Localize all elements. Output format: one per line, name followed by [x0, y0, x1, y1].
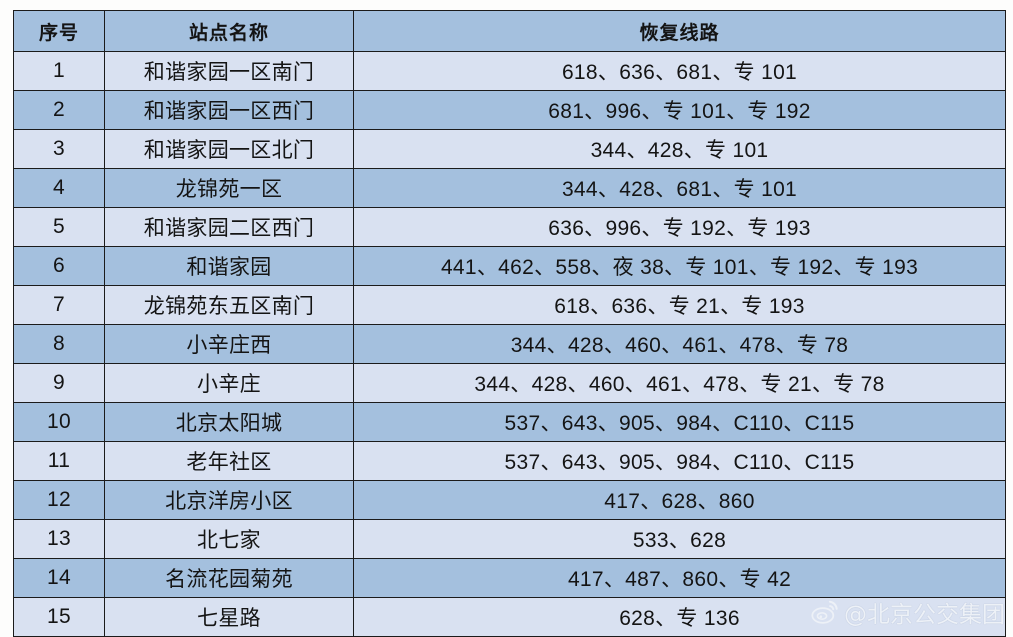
table-row: 3 和谐家园一区北门 344、428、专 101 [13, 129, 1006, 169]
cell-index: 2 [13, 90, 105, 130]
cell-restored-routes: 417、487、860、专 42 [353, 558, 1006, 598]
cell-station-name: 龙锦苑东五区南门 [104, 285, 354, 325]
cell-station-name: 和谐家园一区南门 [104, 51, 354, 91]
cell-index: 14 [13, 558, 105, 598]
cell-station-name: 北京洋房小区 [104, 480, 354, 520]
table-header: 序号 站点名称 恢复线路 [13, 10, 1006, 52]
table-row: 8 小辛庄西 344、428、460、461、478、专 78 [13, 324, 1006, 364]
cell-restored-routes: 344、428、专 101 [353, 129, 1006, 169]
table-row: 6 和谐家园 441、462、558、夜 38、专 101、专 192、专 193 [13, 246, 1006, 286]
cell-station-name: 北京太阳城 [104, 402, 354, 442]
cell-index: 10 [13, 402, 105, 442]
cell-restored-routes: 344、428、460、461、478、专 21、专 78 [353, 363, 1006, 403]
cell-restored-routes: 417、628、860 [353, 480, 1006, 520]
column-header-restored-routes: 恢复线路 [353, 10, 1006, 52]
cell-index: 5 [13, 207, 105, 247]
cell-station-name: 和谐家园一区西门 [104, 90, 354, 130]
bus-stop-restoration-table: 序号 站点名称 恢复线路 1 和谐家园一区南门 618、636、681、专 101 2… [13, 10, 1006, 637]
table-row: 1 和谐家园一区南门 618、636、681、专 101 [13, 51, 1006, 91]
cell-station-name: 老年社区 [104, 441, 354, 481]
cell-restored-routes: 636、996、专 192、专 193 [353, 207, 1006, 247]
cell-restored-routes: 681、996、专 101、专 192 [353, 90, 1006, 130]
table-row: 15 七星路 628、专 136 [13, 597, 1006, 637]
cell-restored-routes: 344、428、681、专 101 [353, 168, 1006, 208]
cell-station-name: 小辛庄 [104, 363, 354, 403]
cell-index: 11 [13, 441, 105, 481]
cell-index: 3 [13, 129, 105, 169]
table-row: 10 北京太阳城 537、643、905、984、C110、C115 [13, 402, 1006, 442]
table-row: 11 老年社区 537、643、905、984、C110、C115 [13, 441, 1006, 481]
column-header-index: 序号 [13, 10, 105, 52]
table-row: 7 龙锦苑东五区南门 618、636、专 21、专 193 [13, 285, 1006, 325]
table-row: 2 和谐家园一区西门 681、996、专 101、专 192 [13, 90, 1006, 130]
table-row: 5 和谐家园二区西门 636、996、专 192、专 193 [13, 207, 1006, 247]
cell-restored-routes: 628、专 136 [353, 597, 1006, 637]
table-row: 13 北七家 533、628 [13, 519, 1006, 559]
column-header-station-name: 站点名称 [104, 10, 354, 52]
cell-index: 4 [13, 168, 105, 208]
table-body: 1 和谐家园一区南门 618、636、681、专 101 2 和谐家园一区西门 681、9… [13, 51, 1006, 637]
cell-index: 13 [13, 519, 105, 559]
cell-index: 6 [13, 246, 105, 286]
cell-restored-routes: 533、628 [353, 519, 1006, 559]
cell-restored-routes: 441、462、558、夜 38、专 101、专 192、专 193 [353, 246, 1006, 286]
cell-station-name: 和谐家园一区北门 [104, 129, 354, 169]
cell-index: 12 [13, 480, 105, 520]
table-row: 4 龙锦苑一区 344、428、681、专 101 [13, 168, 1006, 208]
cell-restored-routes: 618、636、专 21、专 193 [353, 285, 1006, 325]
cell-restored-routes: 618、636、681、专 101 [353, 51, 1006, 91]
table-row: 9 小辛庄 344、428、460、461、478、专 21、专 78 [13, 363, 1006, 403]
cell-station-name: 名流花园菊苑 [104, 558, 354, 598]
cell-index: 15 [13, 597, 105, 637]
cell-index: 9 [13, 363, 105, 403]
table-row: 12 北京洋房小区 417、628、860 [13, 480, 1006, 520]
cell-station-name: 北七家 [104, 519, 354, 559]
cell-restored-routes: 537、643、905、984、C110、C115 [353, 441, 1006, 481]
cell-restored-routes: 537、643、905、984、C110、C115 [353, 402, 1006, 442]
cell-station-name: 和谐家园二区西门 [104, 207, 354, 247]
cell-index: 8 [13, 324, 105, 364]
cell-index: 1 [13, 51, 105, 91]
header-row: 序号 站点名称 恢复线路 [13, 10, 1006, 52]
cell-station-name: 小辛庄西 [104, 324, 354, 364]
cell-station-name: 和谐家园 [104, 246, 354, 286]
cell-index: 7 [13, 285, 105, 325]
cell-station-name: 七星路 [104, 597, 354, 637]
cell-station-name: 龙锦苑一区 [104, 168, 354, 208]
table-row: 14 名流花园菊苑 417、487、860、专 42 [13, 558, 1006, 598]
cell-restored-routes: 344、428、460、461、478、专 78 [353, 324, 1006, 364]
